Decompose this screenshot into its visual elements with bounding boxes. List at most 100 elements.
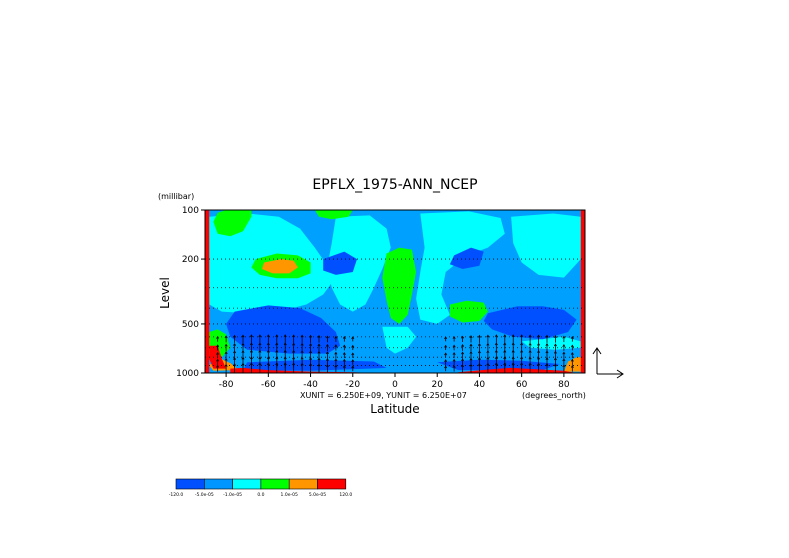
contour-region-blue — [243, 359, 387, 371]
contour-region-blue — [449, 247, 484, 269]
flux-vector-head — [309, 357, 313, 360]
flux-vector-head — [545, 363, 549, 366]
flux-vector-head — [503, 342, 507, 346]
flux-vector-head — [494, 356, 498, 360]
flux-vector-head — [216, 344, 220, 348]
legend-swatch — [204, 478, 233, 490]
flux-vector-head — [570, 358, 574, 362]
flux-vector-head — [562, 358, 566, 362]
flux-vector-head — [334, 344, 338, 348]
flux-vector-head — [545, 357, 549, 360]
flux-vector-head — [461, 364, 465, 368]
flux-vector-head — [300, 334, 304, 338]
flux-vector-head — [241, 356, 245, 360]
legend-label: 0.0 — [257, 492, 264, 498]
flux-vector-head — [537, 356, 541, 360]
flux-vector-head — [317, 357, 321, 361]
flux-vector-head — [545, 334, 549, 338]
flux-vector-head — [511, 349, 515, 353]
contour-region-cyan — [327, 215, 391, 312]
flux-vector-head — [511, 334, 515, 338]
flux-vector-head — [452, 358, 456, 362]
flux-vector-head — [351, 344, 355, 348]
flux-vector-head — [494, 349, 498, 353]
flux-vector-head — [224, 335, 228, 339]
y-tick-label: 100 — [182, 206, 199, 216]
flux-vector-head — [334, 351, 338, 355]
flux-vector-head — [537, 342, 541, 346]
flux-vector-head — [528, 349, 532, 353]
flux-vector-head — [503, 349, 507, 353]
flux-vector-head — [342, 364, 346, 368]
contour-region-cyan — [382, 326, 417, 354]
flux-vector-head — [469, 363, 473, 367]
flux-vector-head — [309, 343, 313, 346]
flux-vector-head — [537, 362, 541, 366]
flux-vector-head — [452, 364, 456, 368]
contour-regions — [205, 210, 585, 373]
flux-vector-head — [266, 362, 270, 366]
y-axis-ticks: 100 200 500 1000 — [176, 206, 205, 379]
flux-vector-head — [283, 356, 287, 360]
flux-vector-head — [452, 344, 456, 348]
y-tick-label: 500 — [182, 320, 199, 330]
flux-vector-head — [216, 364, 220, 368]
flux-vector-head — [249, 349, 253, 353]
flux-vector-head — [570, 364, 574, 368]
flux-vector-head — [325, 343, 329, 347]
flux-vector-head — [503, 362, 507, 366]
flux-vector-head — [283, 334, 287, 338]
flux-vector-head — [224, 351, 228, 354]
flux-vector-head — [266, 356, 270, 360]
flux-vector-head — [283, 342, 287, 346]
flux-vector-head — [444, 336, 448, 340]
flux-vector-head — [233, 357, 237, 360]
flux-vector-head — [469, 357, 473, 361]
color-legend: -120.0 -5.0e-05 -1.0e-05 0.0 1.0e-05 5.0e-05 1… — [169, 478, 352, 498]
flux-vector-head — [444, 352, 448, 356]
flux-vector-head — [249, 334, 253, 338]
flux-vector-head — [494, 362, 498, 366]
flux-vector-head — [553, 363, 557, 367]
flux-vector-head — [562, 364, 566, 368]
flux-vector-head — [325, 364, 329, 367]
flux-vector-head — [461, 343, 465, 347]
flux-vector-head — [469, 335, 473, 339]
flux-vector-head — [511, 342, 515, 346]
flux-vector-head — [216, 335, 220, 339]
contour-region-blue — [226, 305, 341, 354]
contour-region-red — [205, 210, 210, 373]
contour-region-cyan — [511, 213, 581, 278]
flux-vector-head — [562, 343, 566, 347]
y-tick-label: 1000 — [176, 369, 199, 379]
flux-vector-head — [528, 342, 532, 346]
flux-vector-head — [477, 363, 481, 366]
flux-vector-head — [452, 352, 456, 355]
flux-vector-head — [469, 350, 473, 354]
flux-vector-head — [528, 334, 532, 338]
flux-vector-head — [477, 357, 481, 360]
flux-vector-head — [334, 335, 338, 339]
flux-vector-head — [545, 350, 549, 354]
flux-vector-head — [275, 334, 279, 338]
flux-vector-head — [503, 334, 507, 338]
flux-vector-head — [300, 342, 304, 346]
legend-label: 1.0e-05 — [281, 492, 298, 498]
contour-region-green — [449, 300, 488, 323]
contour-region-cyan — [416, 211, 505, 324]
x-tick-label: 0 — [392, 380, 398, 390]
contour-region-red — [580, 210, 585, 373]
flux-vector-head — [266, 342, 270, 346]
flux-vector-head — [300, 350, 304, 353]
flux-vector-head — [520, 356, 524, 360]
flux-vector-head — [562, 335, 566, 339]
x-tick-label: -80 — [219, 380, 234, 390]
flux-vector-head — [528, 356, 532, 360]
flux-vector-head — [520, 334, 524, 338]
flux-vector-head — [351, 352, 355, 356]
flux-vector-head — [477, 334, 481, 338]
flux-vector-head — [258, 349, 262, 353]
legend-swatch — [288, 478, 318, 490]
flux-vector-head — [216, 358, 220, 362]
flux-vector-head — [258, 362, 262, 366]
